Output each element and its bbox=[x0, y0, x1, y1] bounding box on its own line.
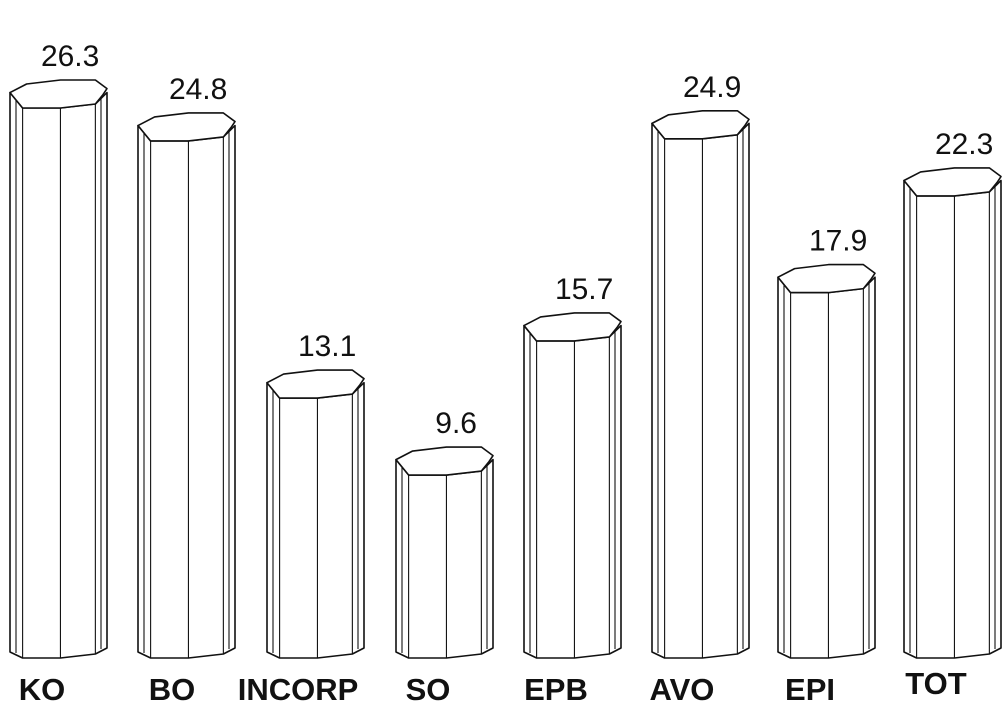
value-label-bo: 24.8 bbox=[169, 73, 227, 106]
value-labels-group: 26.3 24.8 13.1 9.6 15.7 24.9 17.9 22.3 bbox=[41, 40, 993, 440]
category-label-epi: EPI bbox=[785, 672, 835, 707]
column-epi bbox=[777, 263, 876, 659]
column-body bbox=[137, 124, 236, 659]
column-top bbox=[651, 109, 750, 140]
category-label-bo: BO bbox=[149, 672, 196, 707]
column-top bbox=[903, 167, 1002, 197]
column-body bbox=[266, 381, 365, 659]
column-body bbox=[523, 324, 622, 659]
column-body bbox=[777, 276, 876, 659]
category-label-avo: AVO bbox=[650, 672, 715, 707]
column-epb bbox=[523, 312, 622, 659]
column-body bbox=[9, 91, 108, 659]
column-ko bbox=[9, 79, 108, 659]
value-label-avo: 24.9 bbox=[683, 71, 741, 104]
value-label-tot: 22.3 bbox=[935, 128, 993, 161]
value-label-incorp: 13.1 bbox=[298, 330, 356, 363]
column-tot bbox=[903, 167, 1002, 659]
column-so bbox=[395, 446, 494, 659]
value-label-ko: 26.3 bbox=[41, 40, 99, 73]
column-body bbox=[903, 179, 1002, 659]
value-label-epi: 17.9 bbox=[809, 225, 867, 258]
column-body bbox=[395, 458, 494, 659]
column-top bbox=[777, 263, 876, 294]
column-top bbox=[395, 446, 494, 476]
column-top bbox=[523, 312, 622, 342]
column-top bbox=[266, 369, 365, 399]
column-body bbox=[651, 122, 750, 659]
column-avo bbox=[651, 109, 750, 659]
value-label-epb: 15.7 bbox=[555, 273, 613, 306]
columns-group bbox=[9, 79, 1002, 659]
column-top bbox=[9, 79, 108, 109]
column-top bbox=[137, 112, 236, 142]
category-label-tot: TOT bbox=[905, 666, 966, 701]
category-label-epb: EPB bbox=[524, 672, 588, 707]
category-label-ko: KO bbox=[19, 672, 66, 707]
value-label-so: 9.6 bbox=[435, 407, 477, 440]
column-bo bbox=[137, 112, 236, 659]
column-incorp bbox=[266, 369, 365, 659]
category-labels-group: KO BO INCORP SO EPB AVO EPI TOT bbox=[19, 666, 967, 707]
category-label-so: SO bbox=[406, 672, 451, 707]
category-label-incorp: INCORP bbox=[238, 672, 359, 707]
